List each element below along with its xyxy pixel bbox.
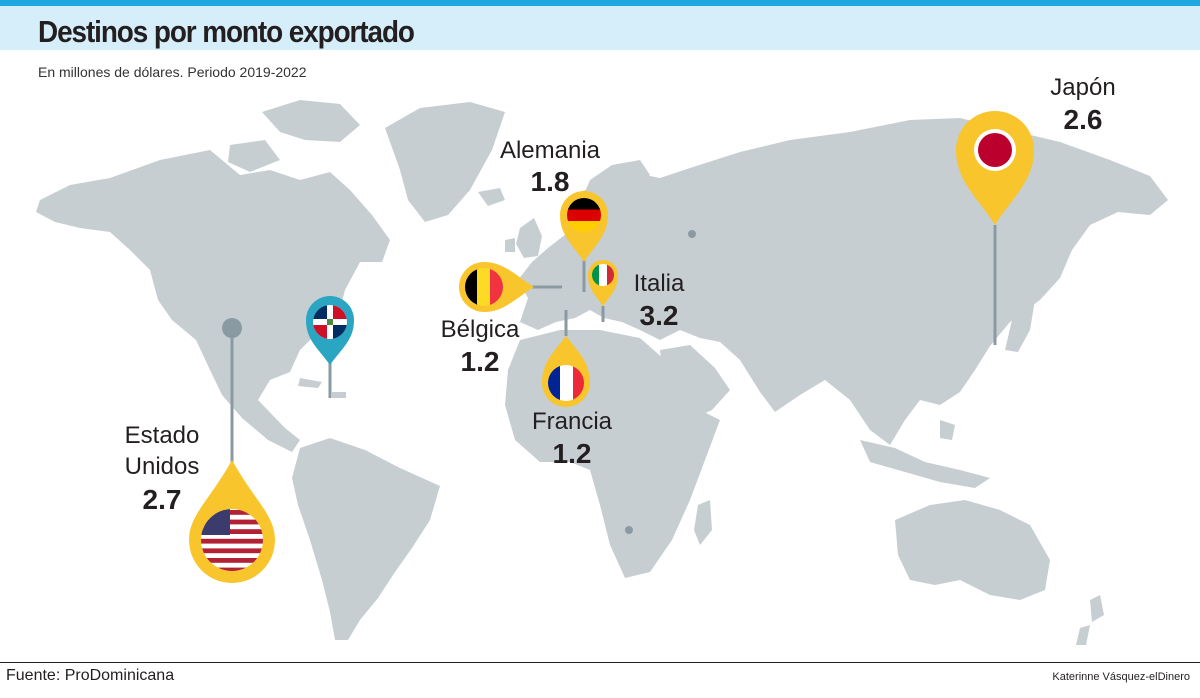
- footer-divider: [0, 662, 1200, 663]
- marker-alemania: [560, 191, 608, 262]
- southeast-asia-islands-shape: [860, 420, 990, 488]
- marker-republica-dominicana: [306, 296, 354, 365]
- usa-origin-dot: [222, 318, 242, 338]
- germany-flag-icon: [567, 198, 601, 232]
- marker-francia: [542, 336, 590, 407]
- label-alemania: Alemania: [499, 137, 601, 164]
- label-italia: Italia: [633, 270, 685, 297]
- label-estados-unidos-line2: Unidos: [124, 453, 200, 480]
- japan-flag-icon: [975, 130, 1015, 170]
- header-accent-bar: [0, 0, 1200, 6]
- marker-japon: [956, 111, 1034, 225]
- south-america-shape: [292, 438, 440, 640]
- label-japon: Japón: [1050, 74, 1116, 101]
- leader-lines: [230, 225, 997, 465]
- header-banner: Destinos por monto exportado: [0, 6, 1200, 50]
- value-estados-unidos: 2.7: [142, 484, 182, 515]
- author-credit: Katerinne Vásquez-elDinero: [1052, 671, 1190, 683]
- marker-estados-unidos: [189, 460, 275, 583]
- source-note: Fuente: ProDominicana: [6, 667, 175, 684]
- label-estados-unidos-line1: Estado: [124, 422, 200, 449]
- italy-flag-icon: [592, 264, 614, 286]
- caribbean-islands-shape: [298, 378, 346, 398]
- madagascar-shape: [694, 500, 712, 545]
- subtitle: En millones de dólares. Periodo 2019-202…: [38, 64, 307, 80]
- map-dot-russia: [688, 230, 696, 238]
- belgium-flag-icon: [465, 268, 503, 306]
- iceland-shape: [478, 188, 505, 206]
- greenland-shape: [385, 102, 505, 222]
- marker-italia: [588, 260, 618, 306]
- value-italia: 3.2: [639, 300, 679, 331]
- value-alemania: 1.8: [530, 166, 570, 197]
- british-isles-shape: [505, 218, 542, 258]
- arctic-islands-shape: [228, 100, 360, 172]
- value-japon: 2.6: [1063, 104, 1103, 135]
- page-title: Destinos por monto exportado: [38, 14, 415, 49]
- marker-belgica: [459, 262, 534, 312]
- value-francia: 1.2: [552, 438, 592, 469]
- value-belgica: 1.2: [460, 346, 500, 377]
- label-belgica: Bélgica: [440, 316, 520, 343]
- north-america-shape: [36, 150, 390, 452]
- australia-shape: [895, 500, 1050, 600]
- map-dot-southern-africa: [625, 526, 633, 534]
- new-zealand-shape: [1076, 595, 1104, 645]
- japan-islands-shape: [1005, 290, 1035, 352]
- label-francia: Francia: [531, 408, 613, 435]
- france-flag-icon: [548, 365, 584, 401]
